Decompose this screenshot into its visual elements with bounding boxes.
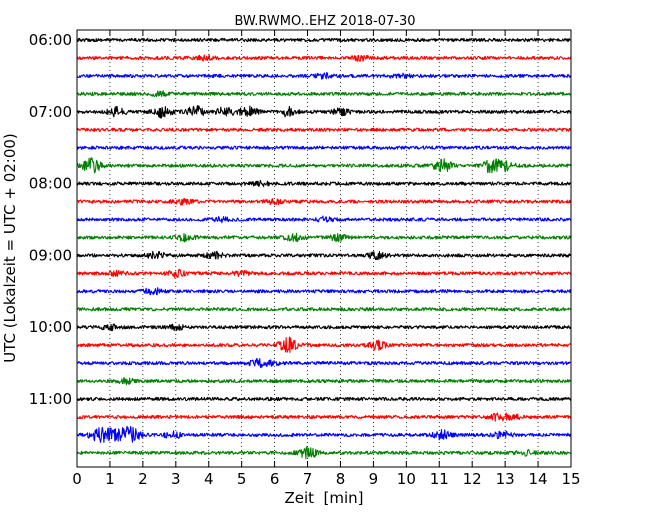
trace-0615 (76, 54, 572, 62)
x-tick-label: 1 (105, 470, 115, 488)
chart-title: BW.RWMO..EHZ 2018-07-30 (234, 14, 415, 29)
trace-0845 (76, 232, 572, 243)
x-tick-label: 4 (204, 470, 214, 488)
trace-0715 (76, 127, 572, 132)
trace-0600 (76, 37, 572, 43)
trace-1000 (76, 323, 572, 332)
y-tick-label: 06:00 (29, 31, 72, 49)
trace-1130 (76, 425, 572, 443)
trace-0930 (76, 287, 572, 296)
y-tick-label: 11:00 (29, 390, 72, 408)
y-tick-label: 08:00 (29, 175, 72, 193)
x-tick-label: 8 (336, 470, 346, 488)
y-axis-label: UTC (Lokalzeit = UTC + 02:00) (1, 133, 19, 363)
trace-1030 (76, 358, 572, 369)
trace-0915 (76, 268, 572, 279)
trace-1145 (76, 446, 572, 460)
y-tick-label: 07:00 (29, 103, 72, 121)
trace-0815 (76, 197, 572, 206)
x-tick-label: 0 (72, 470, 82, 488)
trace-0830 (76, 215, 572, 224)
traces-group (76, 37, 572, 460)
x-tick-label: 12 (463, 470, 482, 488)
trace-1045 (76, 377, 572, 386)
x-tick-label: 9 (369, 470, 379, 488)
trace-0900 (76, 250, 572, 261)
x-tick-label: 3 (171, 470, 181, 488)
trace-0945 (76, 307, 572, 312)
trace-1115 (76, 412, 572, 422)
trace-0645 (76, 90, 572, 98)
trace-0700 (76, 105, 572, 119)
x-axis-label: Zeit [min] (284, 489, 363, 507)
trace-0745 (76, 157, 572, 174)
plot-frame (76, 29, 572, 468)
trace-0630 (76, 72, 572, 80)
x-tick-label: 10 (397, 470, 416, 488)
x-tick-label: 2 (138, 470, 148, 488)
grid-lines (109, 30, 539, 467)
x-tick-label: 15 (561, 470, 580, 488)
x-tick-label: 6 (270, 470, 280, 488)
trace-1100 (76, 396, 572, 402)
y-tick-label: 09:00 (29, 246, 72, 264)
y-axis: 06:00 07:00 08:00 09:00 10:00 11:00 (29, 31, 571, 408)
x-tick-label: 11 (430, 470, 449, 488)
x-tick-label: 5 (237, 470, 247, 488)
x-tick-label: 13 (496, 470, 515, 488)
x-tick-label: 14 (529, 470, 548, 488)
trace-1015 (76, 336, 572, 353)
trace-0800 (76, 179, 572, 188)
x-axis: 0 1 2 3 4 5 6 7 8 9 10 11 12 13 14 15 (72, 30, 581, 488)
y-tick-label: 10:00 (29, 318, 72, 336)
x-tick-label: 7 (303, 470, 313, 488)
trace-0730 (76, 145, 572, 150)
